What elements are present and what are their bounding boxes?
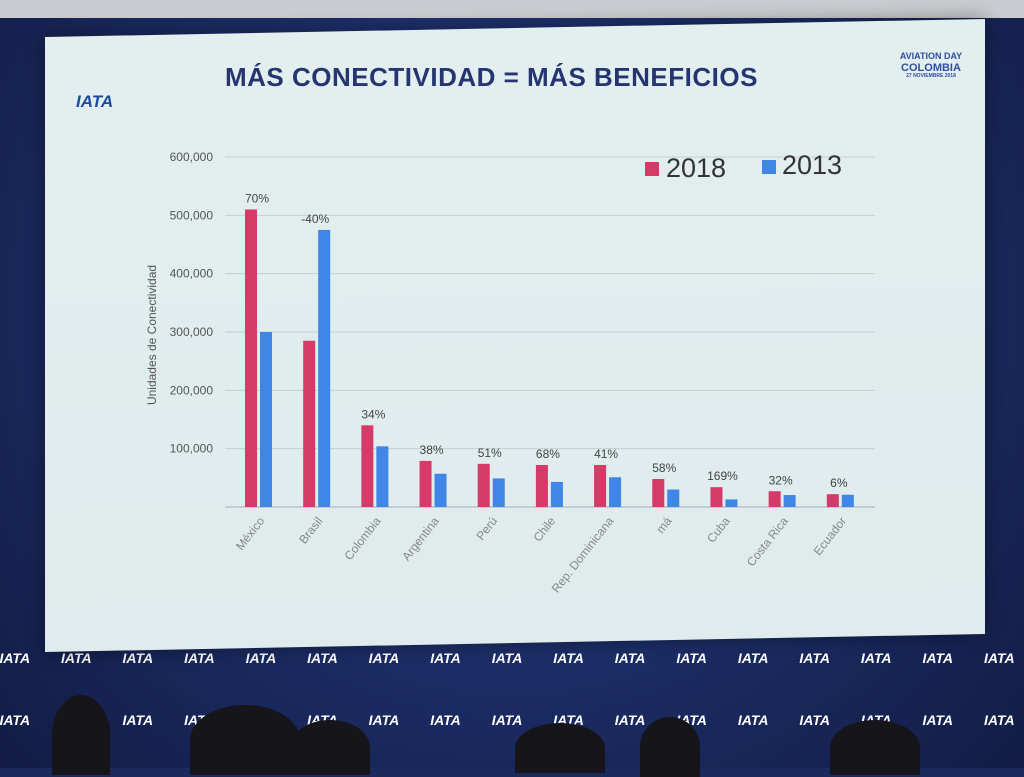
- data-label: 41%: [594, 447, 618, 461]
- y-axis-label: Unidades de Conectividad: [145, 265, 159, 405]
- backdrop-iata-logo: IATA: [922, 712, 954, 728]
- data-label: 70%: [245, 192, 269, 206]
- backdrop-iata-logo: IATA: [430, 650, 461, 666]
- backdrop-iata-logo: IATA: [676, 650, 707, 666]
- bar-2013: [609, 477, 622, 507]
- bar-2018: [652, 479, 665, 507]
- ceiling: [0, 0, 1024, 18]
- backdrop-iata-logo: IATA: [61, 650, 92, 666]
- bar-2013: [318, 229, 331, 507]
- backdrop-iata-logo: IATA: [922, 650, 954, 666]
- data-label: 6%: [830, 476, 848, 490]
- bar-2013: [783, 495, 796, 507]
- aviation-day-logo: AVIATION DAY COLOMBIA 27 NOVIEMBRE 2018: [896, 51, 966, 79]
- backdrop-iata-logo: IATA: [368, 650, 400, 666]
- bar-2018: [419, 460, 432, 507]
- backdrop-iata-logo: IATA: [491, 650, 523, 666]
- backdrop-iata-logo: IATA: [799, 712, 830, 728]
- bar-2013: [434, 473, 447, 507]
- y-tick-label: 600,000: [170, 150, 214, 164]
- backdrop-iata-logo: IATA: [184, 650, 215, 666]
- x-tick-label: Costa Rica: [744, 514, 791, 569]
- backdrop-iata-logo: IATA: [614, 712, 646, 728]
- iata-logo: IATA: [76, 92, 114, 111]
- backdrop-iata-logo: IATA: [799, 650, 830, 666]
- data-label: 38%: [420, 443, 444, 457]
- bar-2018: [303, 340, 316, 507]
- x-tick-label: Rep. Dominicana: [549, 514, 617, 595]
- x-tick-label: Ecuador: [811, 514, 850, 558]
- bar-2013: [260, 332, 272, 507]
- data-label: 34%: [361, 407, 385, 421]
- data-label: 51%: [478, 446, 502, 460]
- data-label: -40%: [301, 212, 329, 226]
- legend-label-2018: 2018: [666, 153, 726, 183]
- y-tick-label: 200,000: [170, 383, 214, 397]
- data-label: 32%: [769, 473, 793, 487]
- backdrop-iata-logo: IATA: [737, 712, 769, 728]
- bar-2018: [535, 465, 548, 507]
- backdrop-iata-logo: IATA: [122, 650, 154, 666]
- backdrop-iata-logo: IATA: [983, 650, 1015, 666]
- bar-2018: [477, 463, 490, 507]
- backdrop-iata-logo: IATA: [368, 712, 400, 728]
- bar-2018: [361, 425, 374, 507]
- y-tick-label: 400,000: [170, 267, 214, 281]
- bar-2018: [594, 465, 607, 507]
- legend-swatch-2018: [645, 162, 659, 176]
- data-label: 68%: [536, 447, 560, 461]
- y-tick-label: 500,000: [170, 208, 214, 222]
- y-tick-label: 100,000: [170, 442, 214, 456]
- backdrop-iata-logo: IATA: [614, 650, 646, 666]
- bar-2013: [376, 446, 389, 507]
- legend-swatch-2013: [762, 160, 776, 174]
- x-tick-label: Cuba: [704, 514, 733, 545]
- x-tick-label: Chile: [530, 514, 558, 544]
- slide-title: MÁS CONECTIVIDAD = MÁS BENEFICIOS: [225, 62, 758, 92]
- legend: 2018 2013: [645, 150, 842, 183]
- audience-silhouettes: [0, 695, 1024, 777]
- bar-2013: [492, 478, 505, 507]
- x-tick-label: México: [233, 514, 268, 553]
- legend-label-2013: 2013: [782, 150, 842, 180]
- bar-2018: [826, 494, 839, 507]
- x-tick-label: Perú: [473, 514, 500, 543]
- backdrop-iata-logo: IATA: [245, 650, 277, 666]
- backdrop-iata-logo: IATA: [430, 712, 461, 728]
- y-tick-label: 300,000: [170, 325, 214, 339]
- data-label: 58%: [652, 461, 676, 475]
- bar-2018: [768, 491, 781, 507]
- backdrop-iata-logo: IATA: [0, 712, 31, 728]
- backdrop-iata-logo: IATA: [307, 650, 338, 666]
- x-tick-label: Brasil: [296, 514, 326, 546]
- backdrop-iata-logo: IATA: [491, 712, 523, 728]
- backdrop-iata-logo: IATA: [0, 650, 31, 666]
- event-logo-line: 27 NOVIEMBRE 2018: [906, 72, 956, 79]
- bar-2013: [841, 494, 854, 507]
- bar-2013: [550, 481, 563, 507]
- bar-2018: [710, 487, 723, 507]
- event-logo-line: COLOMBIA: [901, 61, 961, 74]
- bar-2013: [725, 499, 738, 507]
- bar-2013: [667, 489, 680, 507]
- backdrop-iata-logo: IATA: [553, 650, 584, 666]
- backdrop-iata-logo: IATA: [122, 712, 154, 728]
- event-logo-line: AVIATION DAY: [899, 51, 963, 61]
- backdrop-logo-row: IATA IATA IATA IATA IATA IATA IATA IATA IATA IATA…: [0, 650, 1019, 666]
- data-label: 169%: [707, 469, 738, 483]
- backdrop-iata-logo: IATA: [737, 650, 769, 666]
- backdrop-iata-logo: IATA: [983, 712, 1015, 728]
- x-tick-label: Colombia: [341, 514, 383, 563]
- x-tick-label: Argentina: [399, 514, 442, 563]
- bar-2018: [245, 209, 257, 507]
- x-tick-label: má: [653, 514, 674, 536]
- backdrop-iata-logo: IATA: [860, 650, 892, 666]
